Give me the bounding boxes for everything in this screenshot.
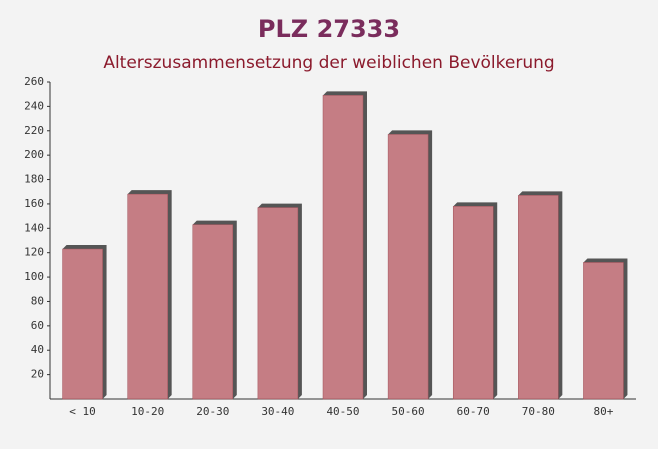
y-tick-label: 140	[24, 221, 44, 234]
chart-title: PLZ 27333	[258, 15, 400, 43]
y-tick-label: 120	[24, 246, 44, 259]
y-tick-label: 220	[24, 124, 44, 137]
y-tick-label: 200	[24, 148, 44, 161]
bar	[192, 224, 234, 400]
x-tick-label: 50-60	[392, 405, 425, 418]
x-tick-label: 40-50	[326, 405, 359, 418]
y-tick-label: 160	[24, 197, 44, 210]
x-tick-label: 20-30	[196, 405, 229, 418]
bar	[518, 195, 559, 400]
y-tick-label: 100	[24, 270, 44, 283]
bar	[127, 193, 168, 400]
y-tick-label: 40	[31, 343, 44, 356]
y-tick-label: 180	[24, 173, 44, 186]
bar	[62, 248, 103, 400]
y-tick-label: 260	[24, 75, 44, 88]
x-tick-label: 70-80	[522, 405, 555, 418]
y-tick-label: 60	[31, 319, 44, 332]
bar	[452, 206, 494, 400]
bar	[583, 262, 624, 400]
chart-subtitle: Alterszusammensetzung der weiblichen Bev…	[103, 53, 554, 73]
y-tick-label: 80	[31, 294, 44, 307]
x-tick-label: < 10	[69, 405, 96, 418]
y-tick-label: 20	[31, 368, 44, 381]
x-tick-label: 80+	[594, 405, 614, 418]
bar	[257, 207, 299, 400]
bar	[322, 95, 364, 400]
x-tick-label: 60-70	[457, 405, 490, 418]
x-tick-label: 30-40	[261, 405, 294, 418]
y-tick-label: 240	[24, 99, 44, 112]
bar	[387, 134, 429, 400]
x-tick-label: 10-20	[131, 405, 164, 418]
